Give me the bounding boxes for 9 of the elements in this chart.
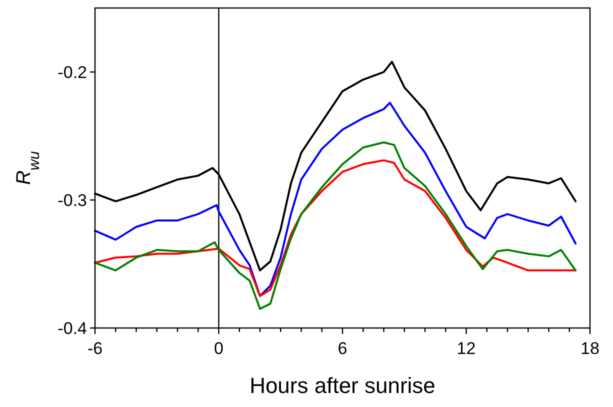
x-axis-title: Hours after sunrise: [250, 373, 436, 398]
x-tick-label: -6: [87, 339, 103, 358]
x-tick-label: 18: [580, 339, 600, 358]
x-tick-label: 6: [338, 339, 348, 358]
x-tick-label: 12: [456, 339, 476, 358]
y-tick-label: -0.3: [58, 190, 87, 210]
x-tick-label: 0: [214, 339, 224, 358]
y-tick-label: -0.2: [58, 62, 87, 82]
y-tick-label: -0.4: [58, 318, 87, 338]
